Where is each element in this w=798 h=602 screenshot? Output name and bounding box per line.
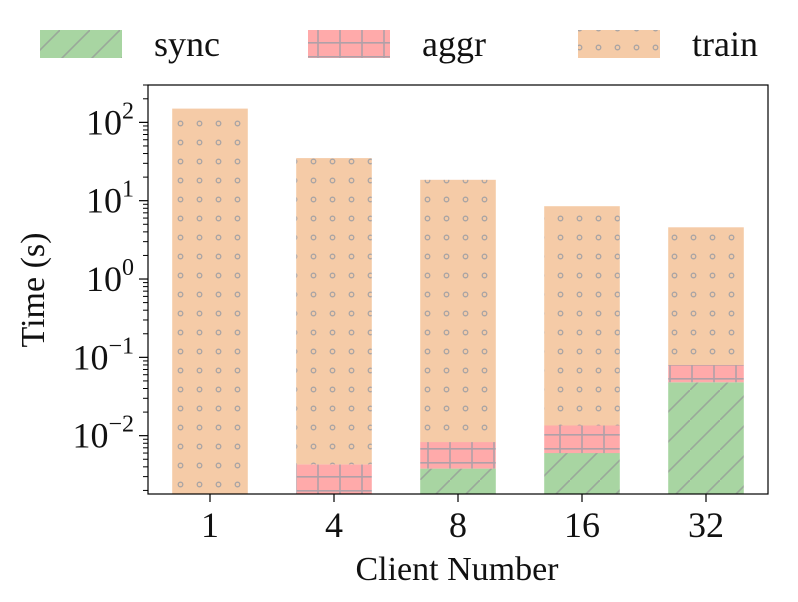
legend-swatch-train xyxy=(578,30,660,58)
legend-label-sync: sync xyxy=(154,24,220,64)
bar-train-16 xyxy=(544,206,620,426)
bar-sync-32 xyxy=(668,382,744,494)
x-tick-label: 32 xyxy=(688,505,724,545)
y-axis: 10−2 10−1 100 101 102 xyxy=(72,84,148,491)
bar-aggr-8 xyxy=(420,442,496,469)
legend-swatch-sync xyxy=(40,30,122,58)
bar-aggr-16 xyxy=(544,425,620,454)
legend: sync aggr train xyxy=(40,24,758,64)
x-axis: 1 4 8 16 32 xyxy=(201,494,724,545)
bar-aggr-32 xyxy=(668,364,744,383)
bar-sync-8 xyxy=(420,468,496,494)
y-tick-label: 102 xyxy=(86,98,134,142)
bar-aggr-4 xyxy=(296,464,372,494)
bars-group xyxy=(172,108,744,494)
bar-sync-16 xyxy=(544,453,620,494)
x-tick-label: 16 xyxy=(564,505,600,545)
bar-train-8 xyxy=(420,179,496,443)
legend-swatch-aggr xyxy=(308,30,390,58)
y-tick-label: 101 xyxy=(86,177,134,221)
y-tick-label: 100 xyxy=(86,255,134,299)
bar-train-32 xyxy=(668,227,744,365)
x-tick-label: 4 xyxy=(325,505,343,545)
x-tick-label: 8 xyxy=(449,505,467,545)
bar-train-1 xyxy=(172,108,248,494)
legend-label-train: train xyxy=(692,24,758,64)
y-axis-label: Time (s) xyxy=(15,233,52,348)
x-axis-label: Client Number xyxy=(355,551,559,588)
x-tick-label: 1 xyxy=(201,505,219,545)
y-tick-label: 10−1 xyxy=(72,333,134,377)
legend-label-aggr: aggr xyxy=(422,24,486,64)
y-tick-label: 10−2 xyxy=(72,412,134,456)
bar-train-4 xyxy=(296,158,372,465)
